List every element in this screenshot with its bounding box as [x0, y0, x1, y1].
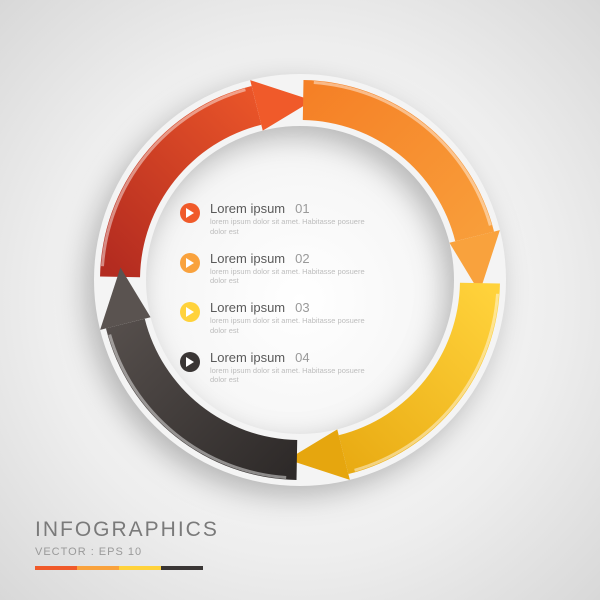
footer-title: INFOGRAPHICS	[35, 518, 219, 542]
footer-bar	[77, 566, 119, 570]
legend-item-number: 02	[295, 251, 309, 266]
legend-item-title: Lorem ipsum	[210, 350, 285, 365]
legend-item: Lorem ipsum 01lorem ipsum dolor sit amet.…	[180, 201, 420, 237]
legend-item-desc: lorem ipsum dolor sit amet. Habitasse po…	[210, 217, 380, 237]
legend-item-title: Lorem ipsum	[210, 300, 285, 315]
play-icon	[180, 352, 200, 372]
legend-item: Lorem ipsum 02lorem ipsum dolor sit amet.…	[180, 251, 420, 287]
footer-bar	[35, 566, 77, 570]
play-icon	[180, 203, 200, 223]
footer-block: INFOGRAPHICS VECTOR : EPS 10	[35, 518, 219, 570]
play-icon	[180, 302, 200, 322]
legend-item: Lorem ipsum 04lorem ipsum dolor sit amet.…	[180, 350, 420, 386]
legend-item-desc: lorem ipsum dolor sit amet. Habitasse po…	[210, 366, 380, 386]
play-icon	[180, 253, 200, 273]
footer-color-bars	[35, 566, 219, 570]
legend-item-desc: lorem ipsum dolor sit amet. Habitasse po…	[210, 316, 380, 336]
legend-item-title: Lorem ipsum	[210, 201, 285, 216]
footer-subtitle: VECTOR : EPS 10	[35, 546, 219, 558]
legend-item-number: 04	[295, 350, 309, 365]
legend-item-title: Lorem ipsum	[210, 251, 285, 266]
legend-item-desc: lorem ipsum dolor sit amet. Habitasse po…	[210, 267, 380, 287]
legend-list: Lorem ipsum01lorem ipsum dolor sit amet.…	[180, 201, 420, 399]
legend-item-number: 01	[295, 201, 309, 216]
legend-item: Lorem ipsum 03lorem ipsum dolor sit amet.…	[180, 300, 420, 336]
legend-item-number: 03	[295, 300, 309, 315]
footer-bar	[161, 566, 203, 570]
footer-bar	[119, 566, 161, 570]
